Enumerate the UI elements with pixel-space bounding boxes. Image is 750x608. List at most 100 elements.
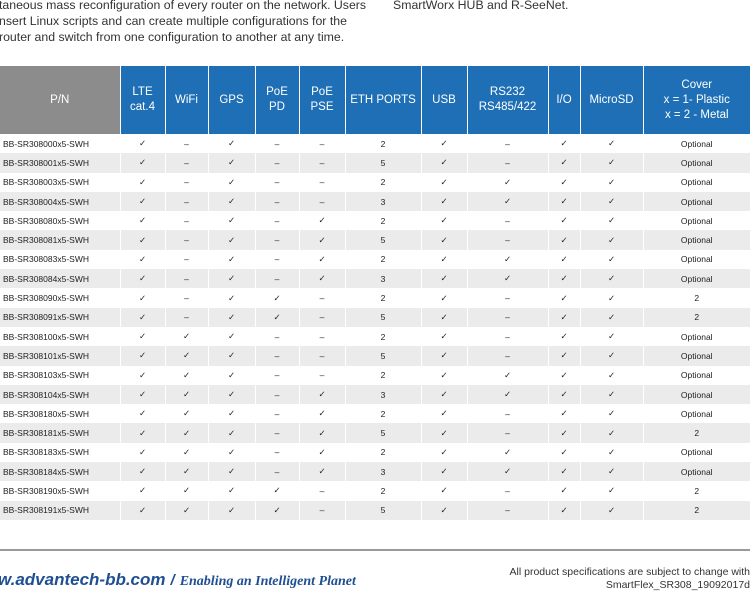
header-text: I/O: [556, 93, 572, 106]
table-cell: ✓: [298, 249, 345, 270]
table-cell: ✓: [420, 269, 467, 289]
cell-text: ✓: [182, 331, 191, 342]
cell-text: –: [274, 350, 280, 361]
cell-text: –: [505, 350, 510, 361]
table-cell: ✓: [466, 172, 548, 192]
footer-rule: [0, 549, 750, 551]
cell-text: 2: [380, 254, 386, 265]
table-cell: –: [254, 326, 299, 347]
table-cell: –: [254, 346, 299, 366]
table-cell: ✓: [466, 269, 548, 289]
table-cell: ✓: [420, 442, 467, 463]
table-cell: 2: [344, 172, 421, 192]
cell-text: ✓: [607, 466, 616, 477]
cell-text: 5: [380, 157, 386, 168]
table-cell: Optional: [642, 153, 750, 173]
header-cell: WiFi: [164, 66, 208, 134]
table-cell: Optional: [642, 384, 750, 405]
table-cell: 2: [344, 442, 421, 463]
table-cell: ✓: [254, 288, 299, 308]
cell-text: –: [274, 157, 280, 168]
cell-text: ✓: [503, 273, 512, 284]
header-text: Cover: [681, 78, 713, 91]
cell-text: ✓: [138, 292, 147, 303]
cell-text: ✓: [560, 331, 568, 342]
table-cell: –: [466, 288, 548, 308]
cell-text: BB-SR308084x5-SWH: [3, 273, 89, 284]
table-cell: BB-SR308184x5-SWH: [0, 462, 120, 482]
cell-text: Optional: [680, 370, 713, 381]
table-cell: –: [254, 134, 299, 154]
table-cell: ✓: [547, 153, 580, 173]
cell-text: Optional: [680, 408, 713, 419]
table-cell: ✓: [164, 442, 208, 463]
table-cell: Optional: [642, 191, 750, 212]
cell-text: ✓: [138, 176, 147, 187]
table-cell: ✓: [466, 442, 548, 463]
cell-text: ✓: [227, 485, 236, 496]
table-cell: ✓: [579, 384, 643, 405]
table-cell: ✓: [119, 423, 165, 443]
cell-text: –: [319, 157, 325, 168]
table-cell: ✓: [119, 172, 165, 192]
cell-text: –: [505, 505, 510, 516]
intro-line: SmartWorx HUB and R-SeeNet.: [393, 0, 569, 12]
table-cell: ✓: [207, 211, 255, 231]
intro-right: SmartWorx HUB and R-SeeNet.: [393, 0, 568, 13]
table-cell: Optional: [642, 404, 750, 424]
table-cell: –: [298, 191, 345, 212]
cell-text: 2: [380, 370, 386, 381]
cell-text: ✓: [607, 504, 616, 515]
cell-text: Optional: [680, 138, 713, 149]
header-cell: P/N: [0, 66, 120, 134]
cell-text: Optional: [680, 177, 713, 188]
table-cell: 5: [344, 307, 421, 327]
table-cell: ✓: [119, 134, 165, 154]
table-cell: ✓: [547, 134, 580, 154]
table-cell: ✓: [207, 346, 255, 366]
table-cell: ✓: [119, 346, 165, 366]
cell-text: ✓: [182, 369, 191, 380]
table-row: BB-SR308190x5-SWH ✓ ✓ ✓ ✓ – 2 ✓ – ✓ ✓ 2: [0, 481, 750, 501]
table-cell: ✓: [579, 481, 643, 501]
cell-text: ✓: [182, 466, 191, 477]
cell-text: ✓: [440, 466, 448, 477]
table-cell: BB-SR308191x5-SWH: [0, 500, 120, 520]
cell-text: 2: [380, 215, 386, 226]
table-cell: 2: [344, 481, 421, 501]
table-cell: 2: [344, 326, 421, 347]
header-text: x = 2 - Metal: [664, 108, 729, 121]
cell-text: ✓: [138, 273, 147, 284]
table-row: BB-SR308004x5-SWH ✓ – ✓ – – 3 ✓ ✓ ✓ ✓ Optional: [0, 191, 750, 212]
cell-text: 3: [380, 466, 386, 477]
cell-text: BB-SR308004x5-SWH: [3, 196, 89, 207]
table-row: BB-SR308103x5-SWH ✓ ✓ ✓ – – 2 ✓ ✓ ✓ ✓ Optional: [0, 365, 750, 385]
cell-text: BB-SR308000x5-SWH: [3, 138, 89, 149]
cell-text: ✓: [182, 427, 191, 438]
cell-text: ✓: [560, 234, 568, 245]
table-cell: –: [164, 269, 208, 289]
table-cell: 5: [344, 423, 421, 443]
cell-text: –: [505, 293, 510, 304]
cell-text: ✓: [138, 138, 147, 149]
cell-text: ✓: [182, 485, 191, 496]
cell-text: –: [274, 370, 280, 381]
table-cell: BB-SR308083x5-SWH: [0, 250, 120, 269]
table-cell: ✓: [119, 326, 165, 347]
table-cell: ✓: [420, 500, 467, 520]
cell-text: ✓: [227, 196, 236, 207]
table-cell: ✓: [164, 346, 208, 366]
table-cell: ✓: [420, 307, 467, 327]
cell-text: ✓: [227, 176, 236, 187]
cell-text: –: [184, 215, 189, 226]
cell-text: –: [184, 235, 189, 246]
footer-notice: All product specifications are subject t…: [510, 566, 750, 592]
table-cell: ✓: [119, 442, 165, 463]
table-cell: ✓: [207, 153, 255, 173]
cell-text: ✓: [227, 331, 236, 342]
cell-text: ✓: [273, 485, 281, 496]
table-cell: 2: [344, 249, 421, 270]
cell-text: –: [274, 254, 280, 265]
table-row: BB-SR308180x5-SWH ✓ ✓ ✓ – ✓ 2 ✓ – ✓ ✓ Optional: [0, 404, 750, 424]
header-cell: RS232 RS485/422: [466, 66, 548, 134]
